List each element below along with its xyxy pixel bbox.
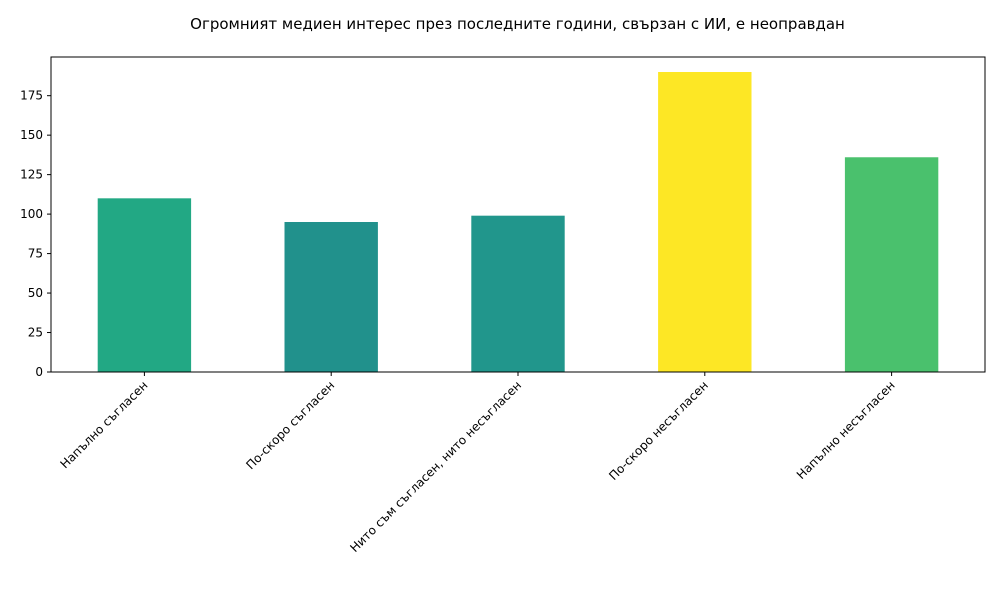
y-tick-label: 150 xyxy=(20,128,43,142)
bar-1 xyxy=(97,198,192,372)
bar-2 xyxy=(284,222,378,372)
x-tick-label: Нито съм съгласен, нито несъгласен xyxy=(347,378,524,555)
y-tick-label: 0 xyxy=(35,365,43,379)
x-axis: Напълно съгласен По-скоро съгласен Нито съ… xyxy=(57,372,898,555)
y-tick-label: 125 xyxy=(20,168,43,182)
bar-5 xyxy=(844,157,939,372)
y-tick-label: 175 xyxy=(20,89,43,103)
bars-group xyxy=(97,72,939,372)
y-tick-label: 50 xyxy=(28,286,43,300)
x-tick-label: Напълно несъгласен xyxy=(794,378,898,482)
y-axis: 0 25 50 75 100 125 150 175 xyxy=(20,89,51,379)
x-tick-label: Напълно съгласен xyxy=(57,378,150,471)
plot-frame xyxy=(50,56,986,373)
y-tick-label: 100 xyxy=(20,207,43,221)
x-tick-label: По-скоро съгласен xyxy=(243,378,337,472)
y-tick-label: 75 xyxy=(28,247,43,261)
x-tick-label: По-скоро несъгласен xyxy=(606,378,711,483)
chart-title: Огромният медиен интерес през последните… xyxy=(190,15,845,33)
bar-3 xyxy=(471,215,565,372)
y-tick-label: 25 xyxy=(28,326,43,340)
bar-4 xyxy=(658,72,752,372)
